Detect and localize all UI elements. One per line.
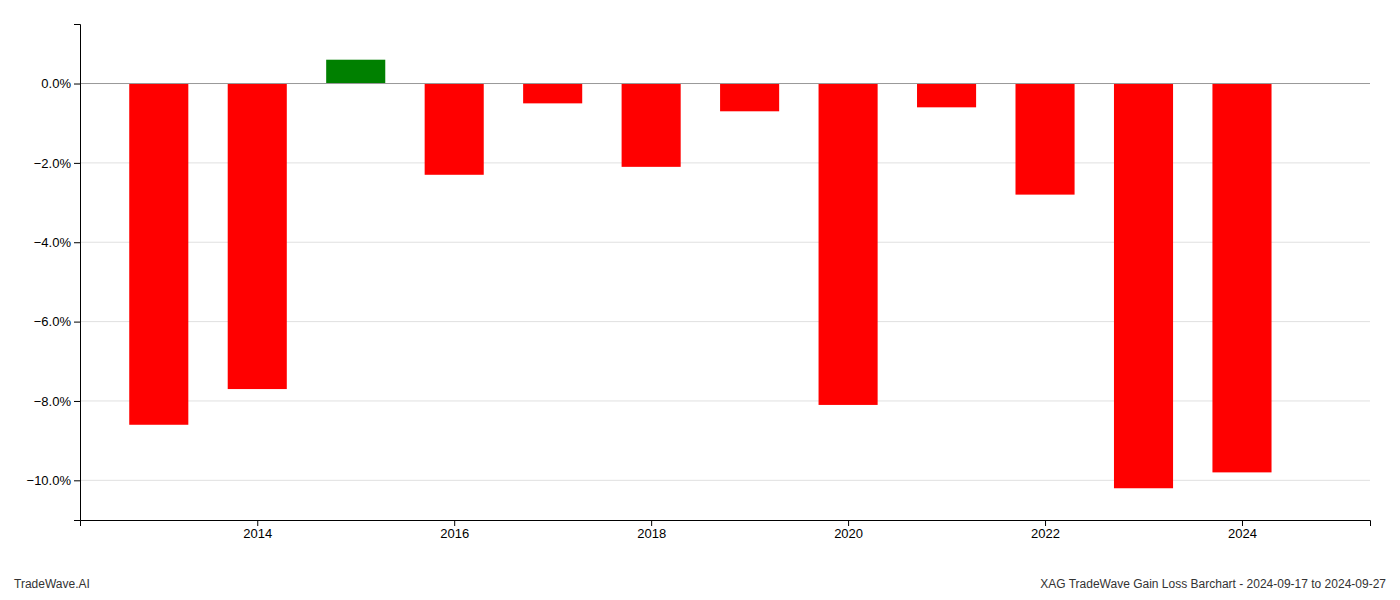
bars — [129, 60, 1271, 489]
y-tick: 0.0% — [41, 76, 80, 91]
bar — [1212, 84, 1271, 473]
y-tick: −4.0% — [34, 235, 80, 250]
x-axis: 2014 2016 2018 2020 2022 2024 — [81, 520, 1371, 541]
x-tick-mark — [257, 520, 258, 526]
bar — [819, 84, 878, 405]
bar — [1114, 84, 1173, 489]
bar — [622, 84, 681, 167]
bar — [228, 84, 287, 390]
x-tick: 2024 — [1228, 520, 1257, 541]
y-tick-label: 0.0% — [41, 76, 71, 91]
bar — [917, 84, 976, 108]
y-tick: −6.0% — [34, 314, 80, 329]
y-tick-label: −10.0% — [27, 473, 72, 488]
y-tick-label: −4.0% — [34, 235, 72, 250]
x-tick-mark — [1045, 520, 1046, 526]
y-tick: −10.0% — [27, 473, 80, 488]
bar — [720, 84, 779, 112]
x-tick-label: 2018 — [637, 526, 666, 541]
zero-line — [80, 83, 1370, 84]
x-tick: 2014 — [243, 520, 272, 541]
bar — [425, 84, 484, 175]
x-tick-mark — [651, 520, 652, 526]
y-axis-line — [74, 25, 81, 521]
x-tick-label: 2016 — [440, 526, 469, 541]
y-tick: −8.0% — [34, 394, 80, 409]
grid — [80, 84, 1370, 481]
bar — [326, 60, 385, 84]
y-axis: 0.0% −2.0% −4.0% −6.0% −8.0% −10.0% — [27, 25, 81, 521]
x-tick-label: 2020 — [834, 526, 863, 541]
footer: TradeWave.AI — [14, 577, 90, 591]
x-tick-mark — [848, 520, 849, 526]
x-tick: 2018 — [637, 520, 666, 541]
chart: 0.0%−2.0%−4.0%−6.0%−8.0%−10.0%2014201620… — [0, 0, 1400, 600]
x-tick-label: 2022 — [1031, 526, 1060, 541]
x-tick: 2020 — [834, 520, 863, 541]
y-tick-mark — [74, 401, 80, 402]
grid-line — [80, 400, 1370, 401]
x-tick: 2022 — [1031, 520, 1060, 541]
x-tick-label: 2014 — [243, 526, 272, 541]
y-tick-label: −2.0% — [34, 156, 72, 171]
footer: XAG TradeWave Gain Loss Barchart - 2024-… — [1040, 577, 1386, 591]
bar — [129, 84, 188, 425]
y-tick-mark — [74, 84, 80, 85]
plot: 0.0%−2.0%−4.0%−6.0%−8.0%−10.0%2014201620… — [27, 25, 1371, 542]
y-tick-label: −8.0% — [34, 394, 72, 409]
x-tick-label: 2024 — [1228, 526, 1257, 541]
grid-line — [80, 83, 1370, 84]
bar — [523, 84, 582, 104]
y-tick-mark — [74, 163, 80, 164]
x-tick-mark — [454, 520, 455, 526]
y-tick-mark — [74, 480, 80, 481]
y-tick-mark — [74, 242, 80, 243]
x-axis-line — [81, 521, 1371, 527]
x-tick: 2016 — [440, 520, 469, 541]
y-tick-mark — [74, 322, 80, 323]
y-tick: −2.0% — [34, 156, 80, 171]
x-tick-mark — [1242, 520, 1243, 526]
bar — [1015, 84, 1074, 195]
y-tick-label: −6.0% — [34, 314, 72, 329]
grid-line — [80, 480, 1370, 481]
